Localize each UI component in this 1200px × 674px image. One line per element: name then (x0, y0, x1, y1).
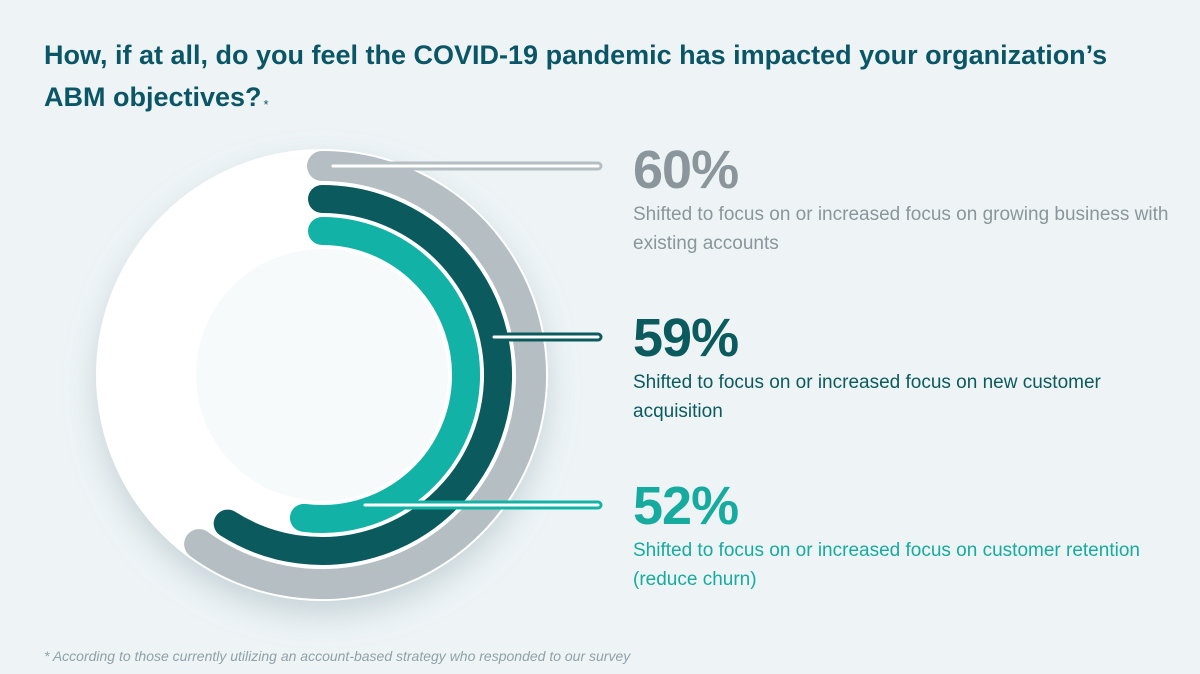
ring-layer (96, 149, 548, 601)
footnote: * According to those currently utilizing… (44, 648, 631, 664)
radial-bar-1 (213, 185, 512, 565)
data-label-description: Shifted to focus on or increased focus o… (633, 372, 1101, 422)
data-label-value: 60% (633, 140, 739, 200)
legend-entry-existing-accounts: 60% Shifted to focus on or increased foc… (633, 142, 1173, 258)
connector-layer (328, 161, 603, 510)
data-label-value: 59% (633, 308, 739, 368)
radial-bar-0 (184, 151, 546, 599)
chart-title-text: How, if at all, do you feel the COVID-19… (44, 40, 1108, 112)
chart-title: How, if at all, do you feel the COVID-19… (44, 34, 1174, 118)
legend-entry-new-customer-acquisition: 59% Shifted to focus on or increased foc… (633, 310, 1173, 426)
ring-center (196, 249, 448, 501)
title-asterisk: * (263, 97, 269, 112)
data-label-description: Shifted to focus on or increased focus o… (633, 540, 1140, 590)
data-label-value: 52% (633, 476, 739, 536)
legend-entry-customer-retention: 52% Shifted to focus on or increased foc… (633, 478, 1173, 594)
data-label-description: Shifted to focus on or increased focus o… (633, 204, 1169, 254)
